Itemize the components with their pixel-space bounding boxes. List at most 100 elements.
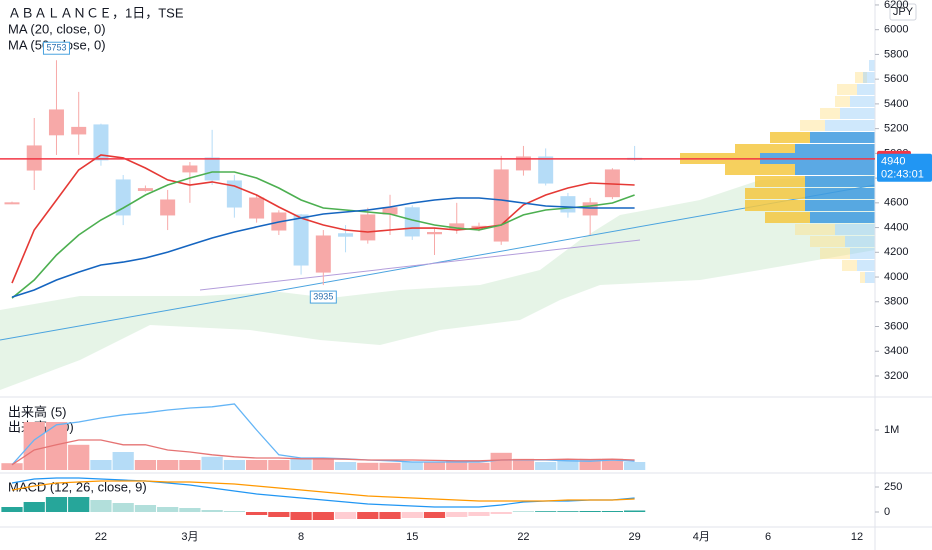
volume-profile	[680, 60, 875, 283]
last-price-box	[877, 153, 932, 182]
y-tick-label: 4600	[884, 197, 908, 209]
candle-body	[4, 202, 20, 205]
volume-bar	[268, 460, 290, 470]
candle-body	[515, 156, 531, 171]
candle-body	[26, 145, 42, 171]
volume-bar	[557, 460, 579, 470]
volume-bar	[468, 462, 490, 470]
y-tick-label: 5600	[884, 73, 908, 85]
macd-histogram-bar	[579, 511, 601, 512]
legend-entry: 出来高 (5)	[8, 404, 67, 419]
volume-bar	[379, 462, 401, 470]
y-tick-label: 4000	[884, 271, 908, 283]
low-label-box	[309, 290, 337, 304]
macd-histogram-bar	[290, 512, 312, 520]
y-tick-label: 5200	[884, 123, 908, 135]
y-tick-label: 4200	[884, 246, 908, 258]
macd-histogram-bar	[401, 512, 423, 518]
macd-histogram-bar	[1, 507, 23, 512]
volume-ma-line	[11, 439, 635, 466]
candle-body	[115, 179, 131, 216]
volume-bar	[245, 460, 268, 470]
ma-line	[11, 154, 635, 284]
trend-line	[199, 239, 641, 291]
x-tick-label: 22	[95, 531, 107, 543]
cloud	[0, 175, 875, 390]
legend-entry: MA (20, close, 0)	[8, 21, 106, 36]
x-tick-label: 22	[517, 531, 529, 543]
candle-body	[204, 157, 220, 181]
countdown: 02:43:01	[881, 169, 924, 181]
last-price-label: 4940	[881, 156, 905, 168]
x-tick-label: 4月	[693, 531, 710, 543]
volume-bar	[90, 460, 112, 470]
macd-histogram-bar	[334, 512, 357, 519]
ma-line	[11, 197, 635, 298]
candle-body	[137, 188, 153, 191]
macd-line	[11, 477, 635, 508]
volume-ma-line	[11, 403, 635, 466]
volume-bar	[601, 458, 624, 470]
volume-bar	[423, 462, 446, 470]
x-tick-label: 15	[406, 531, 418, 543]
macd-histogram-bar	[223, 511, 245, 512]
x-tick-label: 8	[298, 531, 304, 543]
macd-histogram-bar	[179, 508, 201, 512]
candle-body	[338, 233, 354, 237]
volume-bar	[157, 460, 179, 470]
volume-bar	[290, 458, 312, 470]
y-tick-label: 3400	[884, 345, 908, 357]
candle-body	[360, 214, 376, 241]
macd-histogram-bar	[357, 512, 379, 519]
volume-bar	[179, 460, 201, 470]
volume-bar	[535, 462, 557, 470]
x-tick-label: 3月	[181, 531, 198, 543]
volume-bar	[1, 463, 23, 470]
y-tick-label: 6200	[884, 0, 908, 11]
candle-body	[71, 126, 87, 135]
volume-bar	[45, 422, 68, 470]
y-tick-label: 3600	[884, 320, 908, 332]
macd-histogram-bar	[490, 512, 512, 514]
volume-bar	[357, 462, 379, 470]
macd-histogram-bar	[268, 512, 290, 517]
volume-bar	[490, 452, 512, 470]
currency-box[interactable]	[889, 3, 917, 21]
macd-histogram-bar	[379, 512, 401, 519]
candle-body	[315, 235, 331, 273]
macd-histogram-bar	[245, 512, 268, 515]
volume-bar	[512, 458, 535, 470]
volume-bar	[23, 422, 45, 470]
x-tick-label: 6	[765, 531, 771, 543]
macd-histogram-bar	[423, 512, 446, 518]
candle-body	[560, 196, 576, 213]
chart-title: MACD (12, 26, close, 9)	[8, 479, 147, 494]
macd-histogram-bar	[624, 510, 646, 512]
volume-bar	[223, 460, 245, 470]
y-tick-label: 250	[884, 481, 902, 493]
candle-body	[48, 109, 64, 136]
macd-line	[11, 480, 635, 502]
low-label: 3935	[313, 291, 333, 301]
high-label: 5753	[46, 43, 66, 53]
currency[interactable]: JPY	[893, 6, 914, 18]
macd-histogram-bar	[535, 511, 557, 512]
x-tick-label: 29	[629, 531, 641, 543]
candle-body	[249, 197, 265, 219]
macd-histogram-bar	[312, 512, 334, 520]
y-tick-label: 4400	[884, 221, 908, 233]
y-tick-label: 1M	[884, 424, 899, 436]
candle-body	[160, 199, 176, 216]
macd-histogram-bar	[45, 497, 68, 512]
volume-bar	[112, 452, 134, 470]
volume-bar	[334, 462, 357, 470]
y-tick-label: 5800	[884, 48, 908, 60]
candle-body	[493, 169, 509, 242]
trend-line	[0, 184, 876, 341]
macd-histogram-bar	[23, 502, 45, 512]
x-tick-label: 12	[851, 531, 863, 543]
y-tick-label: 3200	[884, 370, 908, 382]
volume-bar	[446, 460, 468, 470]
y-tick-label: 6000	[884, 24, 908, 36]
